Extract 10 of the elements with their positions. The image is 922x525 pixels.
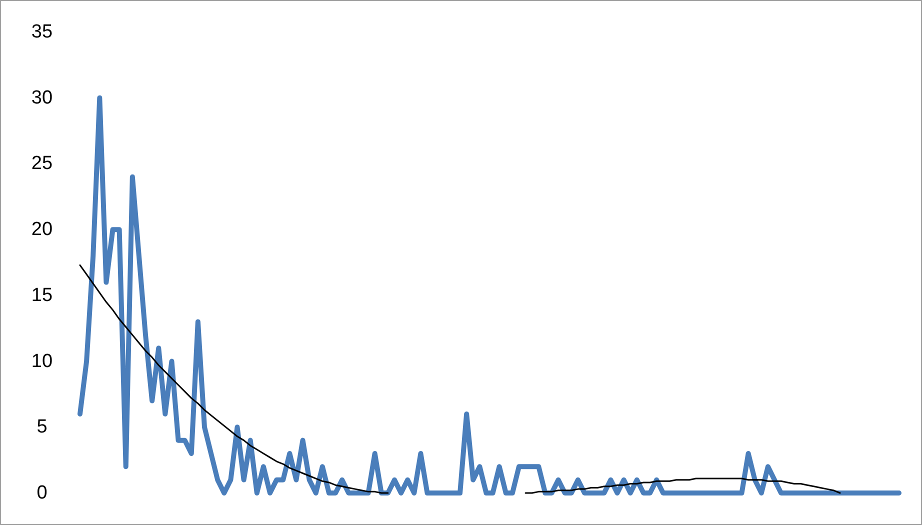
y-tick-label: 35 — [31, 22, 53, 42]
line-series — [79, 264, 389, 494]
y-tick-label: 25 — [31, 153, 53, 174]
y-tick-label: 20 — [31, 219, 53, 240]
y-tick-label: 10 — [31, 350, 53, 372]
y-tick-label: 5 — [36, 416, 48, 438]
line-series — [524, 478, 841, 494]
y-tick-label: 15 — [31, 284, 53, 306]
y-tick-label: 30 — [31, 87, 53, 108]
y-tick-label: 0 — [36, 482, 48, 504]
